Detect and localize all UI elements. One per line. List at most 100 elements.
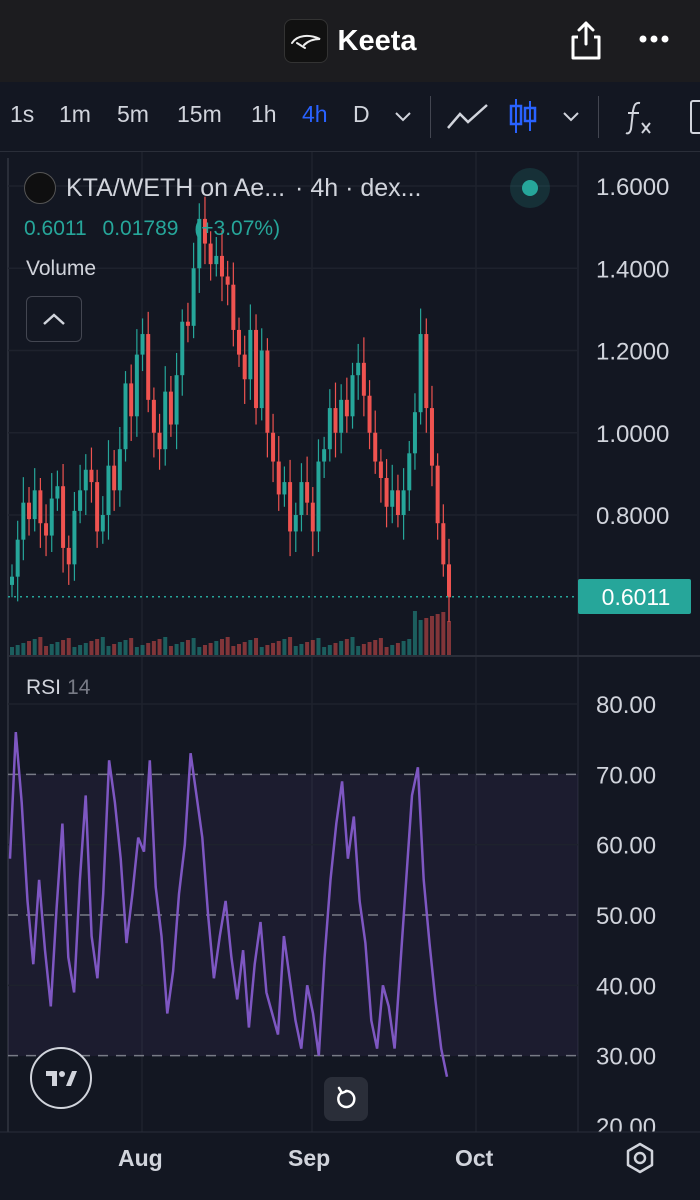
candle-body (356, 362, 361, 376)
volume-bar (185, 640, 190, 655)
price-axis-label: 1.4000 (596, 256, 669, 283)
chart-type-chevron-down-icon[interactable] (562, 110, 580, 122)
volume-bar (447, 621, 451, 655)
candle-body (112, 465, 117, 491)
indicators-fx-icon[interactable] (624, 99, 654, 137)
candle-body (83, 469, 88, 491)
price-axis-label: 1.2000 (596, 339, 669, 366)
timeframe-1s[interactable]: 1s (10, 101, 35, 127)
last-price-box (578, 579, 691, 614)
candle-body (231, 284, 236, 330)
volume-bar (78, 645, 83, 655)
collapse-indicators-button[interactable] (26, 296, 82, 342)
candle-body (129, 383, 134, 417)
timeframe-1m[interactable]: 1m (59, 101, 91, 127)
volume-bar (231, 646, 236, 655)
candle-body (373, 432, 378, 462)
x-axis-label-oct: Oct (455, 1145, 494, 1171)
toolbar-divider (430, 96, 431, 138)
volume-bar (242, 642, 247, 655)
price-axis-label: 1.0000 (596, 421, 669, 448)
volume-bar (117, 642, 122, 655)
timeframe-5m[interactable]: 5m (117, 101, 149, 127)
rsi-label: RSI (26, 676, 62, 699)
volume-label[interactable]: Volume (26, 257, 97, 280)
volume-bar (197, 647, 202, 655)
volume-bar (237, 644, 242, 655)
timeframe-d[interactable]: D (353, 101, 370, 127)
volume-bar (305, 642, 310, 655)
settings-icon[interactable] (622, 1140, 658, 1176)
rsi-legend[interactable]: RSI 14 (26, 676, 90, 700)
volume-bar (163, 637, 168, 655)
page-title: Keeta (337, 24, 417, 57)
candle-body (49, 498, 54, 536)
volume-bar (282, 639, 287, 655)
volume-bar (129, 638, 134, 655)
candle-body (123, 383, 128, 450)
chart-canvas[interactable]: 1.6000 1.4000 1.2000 1.0000 0.8000 80.00 70.0… (0, 152, 700, 1200)
volume-bar (208, 643, 213, 655)
volume-bar (395, 643, 400, 655)
symbol-legend[interactable]: KTA/WETH on Ae... · 4h · dex... (24, 172, 422, 204)
quote-change: 0.01789 (102, 217, 179, 240)
tradingview-logo-icon[interactable] (30, 1047, 92, 1109)
candle-body (140, 334, 145, 355)
volume-bar (350, 637, 355, 655)
rsi-line (8, 731, 449, 1077)
volume-bar (310, 640, 315, 655)
share-icon[interactable] (566, 20, 606, 62)
x-axis-label-aug: Aug (118, 1145, 163, 1171)
volume-bar (429, 616, 434, 655)
timeframe-1h[interactable]: 1h (251, 101, 277, 127)
volume-bar (316, 638, 321, 655)
market-status-icon[interactable] (510, 168, 550, 208)
volume-bar (10, 647, 14, 655)
volume-bar (146, 643, 151, 655)
more-options-icon[interactable] (632, 24, 676, 54)
volume-bar (327, 645, 332, 655)
candle-body (242, 354, 247, 380)
volume-bar (293, 646, 298, 655)
candle-chart-icon[interactable] (508, 96, 538, 136)
app-brand: Keeta (283, 19, 417, 63)
candle-body (390, 490, 395, 507)
volume-bar (435, 614, 440, 655)
volume-bar (157, 639, 162, 655)
volume-bar (106, 646, 111, 655)
candle-body (254, 329, 259, 409)
candle-body (435, 465, 440, 524)
candle-body (361, 362, 366, 396)
candle-body (151, 399, 156, 433)
volume-bar (214, 641, 219, 655)
candle-body (219, 255, 224, 277)
volume-bar (378, 638, 383, 655)
candle-body (180, 321, 185, 376)
candle-body (288, 482, 293, 532)
timeframe-chevron-down-icon[interactable] (394, 110, 412, 122)
candle-body (55, 486, 60, 499)
volume-bar (401, 641, 406, 655)
volume-bar (191, 638, 196, 655)
volume-bar (83, 643, 88, 655)
chevron-up-icon (43, 313, 65, 325)
reset-chart-button[interactable] (324, 1077, 368, 1121)
candle-body (339, 399, 344, 433)
candle-body (89, 469, 94, 483)
volume-bar (276, 641, 281, 655)
volume-bar (288, 637, 293, 655)
volume-bar (27, 641, 32, 655)
timeframe-15m[interactable]: 15m (177, 101, 222, 127)
volume-bar (89, 641, 94, 655)
volume-bar (418, 620, 423, 655)
volume-bar (100, 637, 105, 655)
candle-body (367, 395, 372, 433)
timeframe-4h[interactable]: 4h (302, 101, 328, 127)
rsi-axis-label: 50.00 (596, 903, 656, 930)
volume-bar (390, 645, 395, 655)
volume-bar (339, 641, 344, 655)
candle-body (106, 465, 111, 515)
candle-body (259, 350, 264, 409)
drawing-line-icon[interactable] (446, 102, 490, 132)
candle-body (95, 482, 100, 532)
